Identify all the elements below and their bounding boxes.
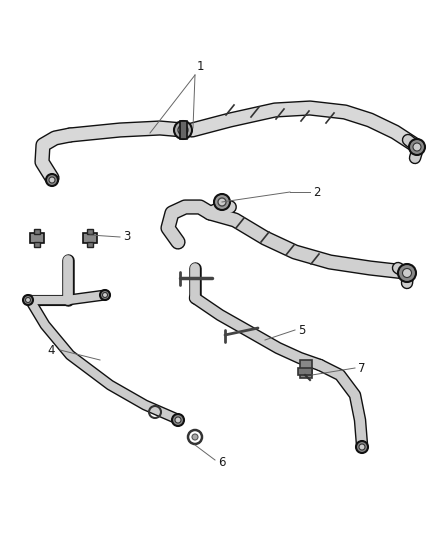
Text: 4: 4 (47, 343, 55, 357)
Bar (34, 242, 40, 247)
Circle shape (49, 177, 55, 183)
Bar (87, 229, 93, 234)
Circle shape (409, 139, 425, 155)
Circle shape (172, 414, 184, 426)
Circle shape (175, 417, 181, 423)
Text: 7: 7 (358, 361, 365, 375)
Circle shape (23, 295, 33, 305)
Circle shape (46, 174, 58, 186)
Circle shape (356, 441, 368, 453)
Circle shape (25, 297, 31, 303)
Text: 3: 3 (123, 230, 131, 244)
Bar (83, 233, 97, 243)
Text: 2: 2 (313, 185, 321, 198)
Bar (300, 360, 312, 378)
Bar (87, 242, 93, 247)
Circle shape (178, 125, 188, 135)
Bar (298, 368, 312, 375)
Circle shape (403, 269, 411, 278)
Circle shape (102, 293, 107, 297)
Circle shape (398, 264, 416, 282)
Text: 6: 6 (218, 456, 226, 469)
Circle shape (192, 434, 198, 440)
Circle shape (359, 444, 365, 450)
Circle shape (174, 121, 192, 139)
Circle shape (218, 198, 226, 206)
Bar (30, 233, 44, 243)
Circle shape (100, 290, 110, 300)
Bar (180, 121, 187, 139)
Bar (34, 229, 40, 234)
Circle shape (214, 194, 230, 210)
Text: 5: 5 (298, 324, 305, 336)
Text: 1: 1 (197, 60, 205, 73)
Circle shape (413, 143, 421, 151)
